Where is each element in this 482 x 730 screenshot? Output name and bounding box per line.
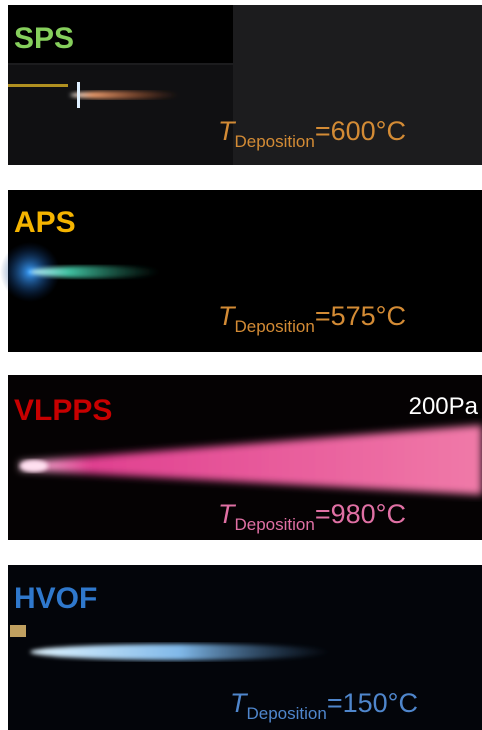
nozzle <box>10 625 26 637</box>
pressure: 200Pa <box>409 393 479 420</box>
flame <box>70 91 180 99</box>
temperature: TDeposition=575°C <box>218 301 406 336</box>
symbol: T <box>218 116 237 146</box>
nozzle <box>8 84 68 87</box>
symbol: T <box>218 301 237 331</box>
flame <box>30 266 160 278</box>
panel-label: SPS <box>14 22 74 55</box>
flame-core <box>20 460 48 472</box>
value: =575°C <box>315 301 406 331</box>
temperature: TDeposition=980°C <box>218 499 406 534</box>
subscript: Deposition <box>247 704 327 723</box>
panel: SPS TDeposition=600°C <box>8 5 482 165</box>
value: =600°C <box>315 116 406 146</box>
subscript: Deposition <box>235 317 315 336</box>
subscript: Deposition <box>235 132 315 151</box>
flame-core <box>77 82 80 108</box>
label-box <box>8 5 233 63</box>
panel: HVOF TDeposition=150°C <box>8 565 482 730</box>
temperature: TDeposition=600°C <box>218 116 406 151</box>
panel-label: HVOF <box>14 582 97 615</box>
flame <box>30 644 330 660</box>
value: =150°C <box>327 688 418 718</box>
symbol: T <box>230 688 249 718</box>
panel-label: APS <box>14 206 76 239</box>
panel: APS TDeposition=575°C <box>0 190 482 352</box>
panel-label: VLPPS <box>14 394 112 427</box>
value: =980°C <box>315 499 406 529</box>
subscript: Deposition <box>235 515 315 534</box>
temperature: TDeposition=150°C <box>230 688 418 723</box>
photo-area <box>8 65 233 165</box>
symbol: T <box>218 499 237 529</box>
flame <box>20 425 482 495</box>
panel: VLPPS 200Pa TDeposition=980°C <box>8 375 482 540</box>
